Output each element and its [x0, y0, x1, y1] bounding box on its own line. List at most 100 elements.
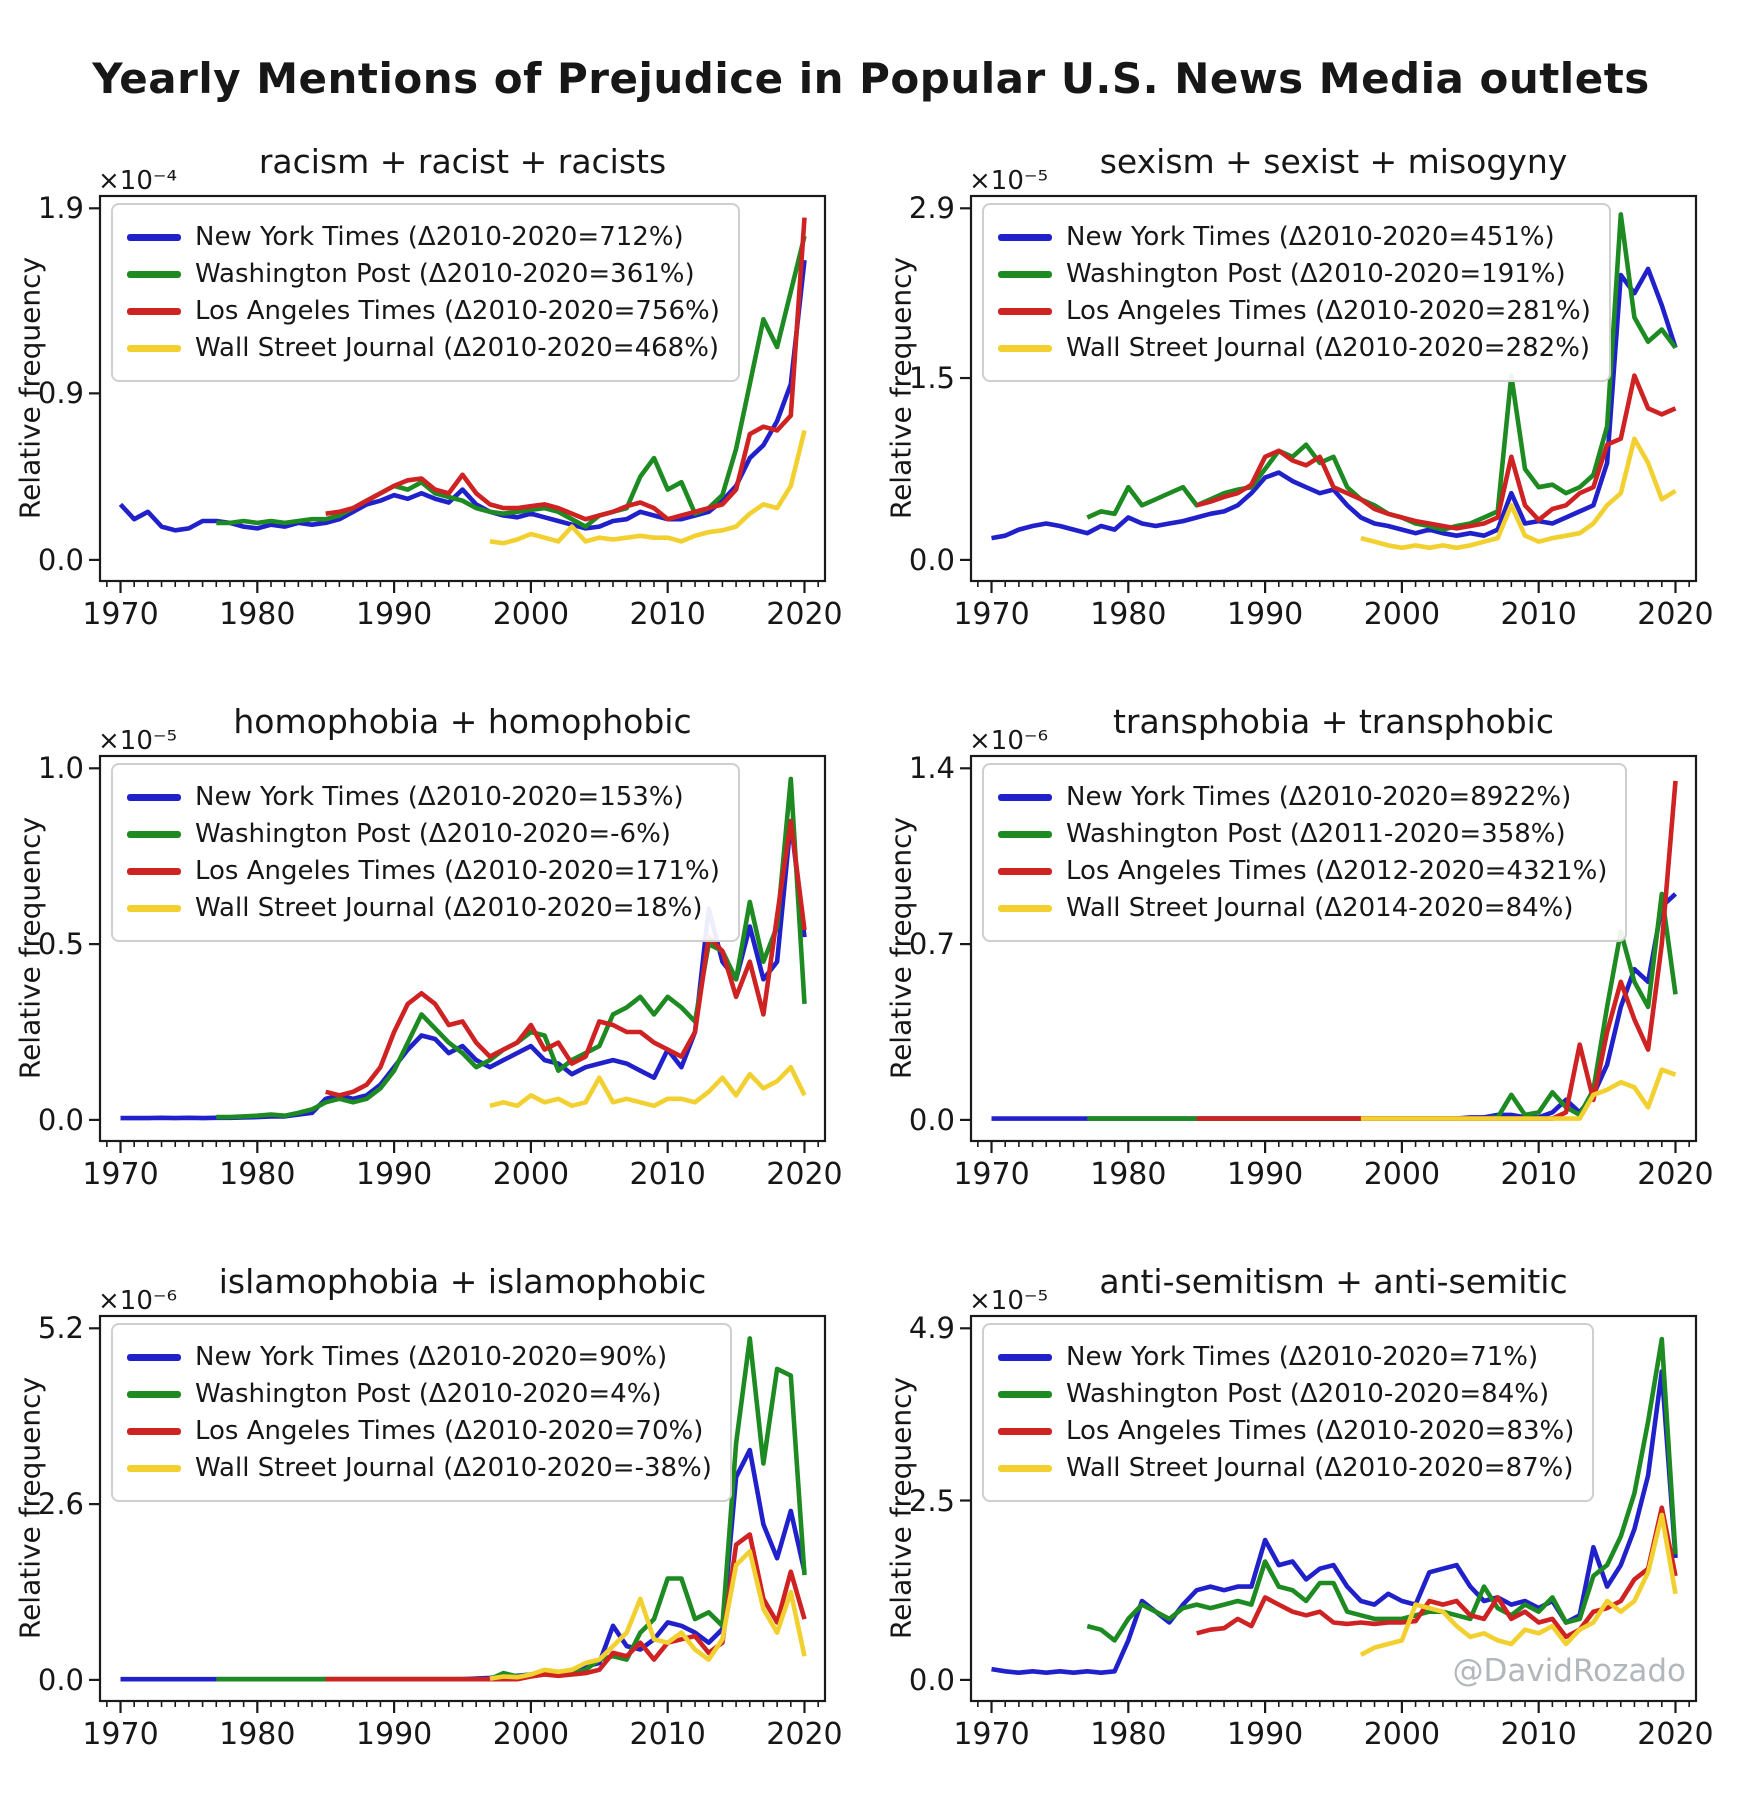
legend-label: Washington Post (Δ2010-2020=4%): [195, 1379, 662, 1409]
legend-entry: New York Times (Δ2010-2020=153%): [127, 782, 720, 812]
x-tick-label: 2000: [1363, 1157, 1441, 1192]
legend-entry: Wall Street Journal (Δ2010-2020=87%): [998, 1453, 1574, 1483]
legend-label: Los Angeles Times (Δ2010-2020=281%): [1066, 296, 1591, 326]
legend-line-swatch: [998, 867, 1052, 875]
x-tick-label: 2010: [1500, 597, 1577, 632]
series-line-wall-street-journal: [1360, 1067, 1677, 1121]
x-tick-label: 2020: [1637, 1157, 1714, 1192]
legend-entry: Los Angeles Times (Δ2010-2020=70%): [127, 1416, 712, 1446]
x-tick-label: 2020: [1637, 1717, 1714, 1752]
legend-label: Washington Post (Δ2010-2020=84%): [1066, 1379, 1550, 1409]
legend-entry: New York Times (Δ2010-2020=71%): [998, 1342, 1574, 1372]
legend: New York Times (Δ2010-2020=451%) Washingt…: [982, 203, 1611, 382]
subplot-title: racism + racist + racists: [258, 142, 667, 181]
legend-line-swatch: [998, 1353, 1052, 1361]
legend-line-swatch: [127, 1427, 181, 1435]
x-tick-label: 2000: [492, 1717, 570, 1752]
y-axis-offset-text: ×10⁻⁶: [98, 1286, 178, 1316]
legend-label: Los Angeles Times (Δ2010-2020=70%): [195, 1416, 704, 1446]
y-tick-label: 0.0: [37, 542, 84, 577]
legend-entry: Washington Post (Δ2010-2020=4%): [127, 1379, 712, 1409]
legend: New York Times (Δ2010-2020=90%) Washingto…: [111, 1323, 732, 1502]
legend: New York Times (Δ2010-2020=71%) Washingto…: [982, 1323, 1595, 1502]
legend-entry: Wall Street Journal (Δ2010-2020=468%): [127, 333, 720, 363]
x-tick-label: 2010: [1500, 1157, 1577, 1192]
plot-canvas: [89, 754, 827, 1153]
plot-canvas: [89, 194, 827, 593]
y-axis-offset-text: ×10⁻⁶: [969, 726, 1049, 756]
series-line-los-angeles-times: [325, 818, 807, 1098]
y-tick-label: 5.2: [37, 1311, 84, 1346]
x-tick-label: 2020: [766, 1717, 843, 1752]
x-tick-label: 1970: [82, 597, 159, 632]
x-tick-label: 1970: [953, 597, 1030, 632]
legend-label: New York Times (Δ2010-2020=8922%): [1066, 782, 1572, 812]
y-tick-label: 1.0: [37, 751, 84, 786]
x-tick-label: 1990: [1226, 597, 1304, 632]
legend-line-swatch: [127, 233, 181, 241]
plot-canvas: [960, 1314, 1698, 1713]
x-tick-label: 2000: [492, 597, 570, 632]
subplot-racism: ×10⁻⁴ racism + racist + racists Relative f…: [0, 106, 871, 666]
legend-label: New York Times (Δ2010-2020=712%): [195, 222, 684, 252]
legend-entry: Washington Post (Δ2011-2020=358%): [998, 819, 1607, 849]
legend-label: Wall Street Journal (Δ2010-2020=-38%): [195, 1453, 712, 1483]
legend-entry: Los Angeles Times (Δ2010-2020=83%): [998, 1416, 1574, 1446]
legend-entry: New York Times (Δ2010-2020=8922%): [998, 782, 1607, 812]
legend-line-swatch: [998, 830, 1052, 838]
x-tick-label: 1970: [953, 1717, 1030, 1752]
legend-label: Washington Post (Δ2010-2020=191%): [1066, 259, 1566, 289]
legend-label: Wall Street Journal (Δ2010-2020=468%): [195, 333, 720, 363]
legend-line-swatch: [127, 307, 181, 315]
x-tick-label: 1980: [219, 1717, 296, 1752]
legend-label: Washington Post (Δ2010-2020=-6%): [195, 819, 671, 849]
legend: New York Times (Δ2010-2020=8922%) Washing…: [982, 763, 1628, 942]
subplot-antisemitism: ×10⁻⁵ anti-semitism + anti-semitic Relativ…: [871, 1226, 1742, 1786]
y-tick-label: 1.9: [37, 191, 84, 226]
series-line-los-angeles-times: [1196, 1505, 1678, 1640]
y-tick-label: 0.0: [908, 542, 955, 577]
x-tick-label: 2000: [1363, 1717, 1441, 1752]
series-line-wall-street-journal: [489, 429, 807, 546]
x-tick-label: 2010: [629, 1717, 706, 1752]
legend-line-swatch: [127, 1390, 181, 1398]
series-line-los-angeles-times: [325, 217, 807, 522]
y-tick-label: 1.5: [908, 361, 955, 396]
x-tick-label: 1980: [1090, 1157, 1167, 1192]
legend-entry: New York Times (Δ2010-2020=712%): [127, 222, 720, 252]
x-tick-label: 1990: [355, 597, 433, 632]
y-tick-label: 0.0: [908, 1662, 955, 1697]
legend-entry: Los Angeles Times (Δ2010-2020=281%): [998, 296, 1591, 326]
legend-entry: Washington Post (Δ2010-2020=361%): [127, 259, 720, 289]
legend-line-swatch: [998, 793, 1052, 801]
subplot-transphobia: ×10⁻⁶ transphobia + transphobic Relative f…: [871, 666, 1742, 1226]
legend-line-swatch: [127, 867, 181, 875]
series-line-wall-street-journal: [489, 1064, 807, 1109]
legend-line-swatch: [127, 1464, 181, 1472]
legend-line-swatch: [127, 1353, 181, 1361]
x-tick-label: 1990: [355, 1157, 433, 1192]
x-tick-label: 2010: [629, 1157, 706, 1192]
legend-entry: Washington Post (Δ2010-2020=84%): [998, 1379, 1574, 1409]
x-tick-label: 1990: [1226, 1717, 1304, 1752]
legend-label: Wall Street Journal (Δ2010-2020=87%): [1066, 1453, 1574, 1483]
legend-label: Washington Post (Δ2010-2020=361%): [195, 259, 695, 289]
subplot-title: transphobia + transphobic: [1112, 702, 1554, 741]
legend-label: Los Angeles Times (Δ2010-2020=756%): [195, 296, 720, 326]
y-axis-offset-text: ×10⁻⁴: [98, 166, 178, 196]
y-axis-offset-text: ×10⁻⁵: [969, 166, 1049, 196]
y-tick-label: 2.9: [908, 191, 955, 226]
subplot-title: islamophobia + islamophobic: [218, 1262, 707, 1301]
legend-entry: Washington Post (Δ2010-2020=-6%): [127, 819, 720, 849]
legend-label: Wall Street Journal (Δ2010-2020=282%): [1066, 333, 1591, 363]
legend-line-swatch: [998, 307, 1052, 315]
legend-label: Wall Street Journal (Δ2014-2020=84%): [1066, 893, 1574, 923]
series-line-los-angeles-times: [1196, 373, 1677, 531]
legend-line-swatch: [998, 1427, 1052, 1435]
legend-line-swatch: [998, 270, 1052, 278]
legend-label: New York Times (Δ2010-2020=153%): [195, 782, 684, 812]
legend-label: Los Angeles Times (Δ2012-2020=4321%): [1066, 856, 1608, 886]
x-tick-label: 1990: [1226, 1157, 1304, 1192]
plot-canvas: [960, 194, 1698, 593]
series-line-wall-street-journal: [1360, 436, 1677, 551]
